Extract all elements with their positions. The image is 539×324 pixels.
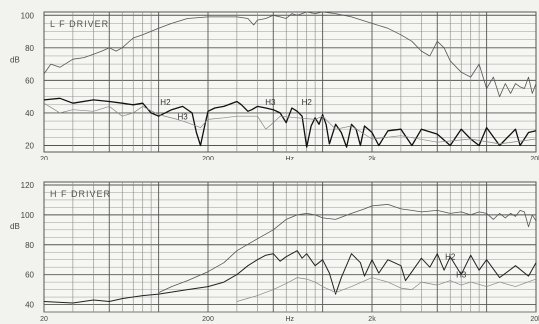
lf-annotation-label: H2: [302, 98, 313, 107]
hf-annotation-label: H2: [445, 253, 456, 262]
lf-xtick-label: 2k: [368, 156, 376, 160]
hf-plot-area: [43, 181, 537, 313]
lf-ytick-label: 80: [25, 44, 34, 53]
lf-plot-area: [43, 11, 537, 153]
lf-y-unit-label: dB: [10, 55, 20, 64]
lf-annotation-label: H2: [160, 98, 171, 107]
lf-xtick-label: 20k: [530, 156, 539, 160]
hf-y-unit-label: dB: [10, 222, 20, 231]
hf-ytick-label: 120: [21, 181, 35, 190]
hf-xtick-label: 200: [202, 316, 214, 323]
lf-annotation-label: H3: [177, 112, 188, 121]
hf-xtick-label: 20: [40, 316, 48, 323]
lf-ytick-label: 40: [25, 109, 34, 118]
hf-series-fundamental: [158, 204, 537, 293]
hf-xtick-label: Hz: [285, 316, 294, 323]
lf-series-fundamental: [43, 11, 537, 98]
hf-xtick-label: 2k: [368, 316, 376, 323]
lf-chart-title: L F DRIVER: [50, 19, 109, 29]
hf-chart-title: H F DRIVER: [50, 189, 111, 199]
lf-annotation-label: H3: [265, 98, 276, 107]
lf-driver-chart: 20 40 60 80 100 dB 20 200 Hz 2k 20k L F DRIVER H2 H3 H…: [10, 11, 539, 160]
lf-series-harmonic: [43, 102, 537, 145]
hf-series-h3: [236, 277, 537, 302]
lf-ytick-label: 100: [21, 11, 35, 20]
lf-ytick-label: 60: [25, 76, 34, 85]
hf-series-h2: [43, 250, 537, 304]
hf-ytick-label: 60: [25, 271, 34, 280]
lf-xtick-label: 200: [202, 156, 214, 160]
hf-annotation-label: H3: [456, 271, 467, 280]
lf-xtick-label: Hz: [285, 156, 294, 160]
lf-series-thick: [43, 97, 537, 148]
hf-ytick-label: 100: [21, 211, 35, 220]
hf-xtick-label: 20k: [530, 316, 539, 323]
hf-ytick-label: 80: [25, 241, 34, 250]
hf-ytick-label: 40: [25, 301, 34, 310]
lf-xtick-label: 20: [40, 156, 48, 160]
lf-ytick-label: 20: [25, 141, 34, 150]
